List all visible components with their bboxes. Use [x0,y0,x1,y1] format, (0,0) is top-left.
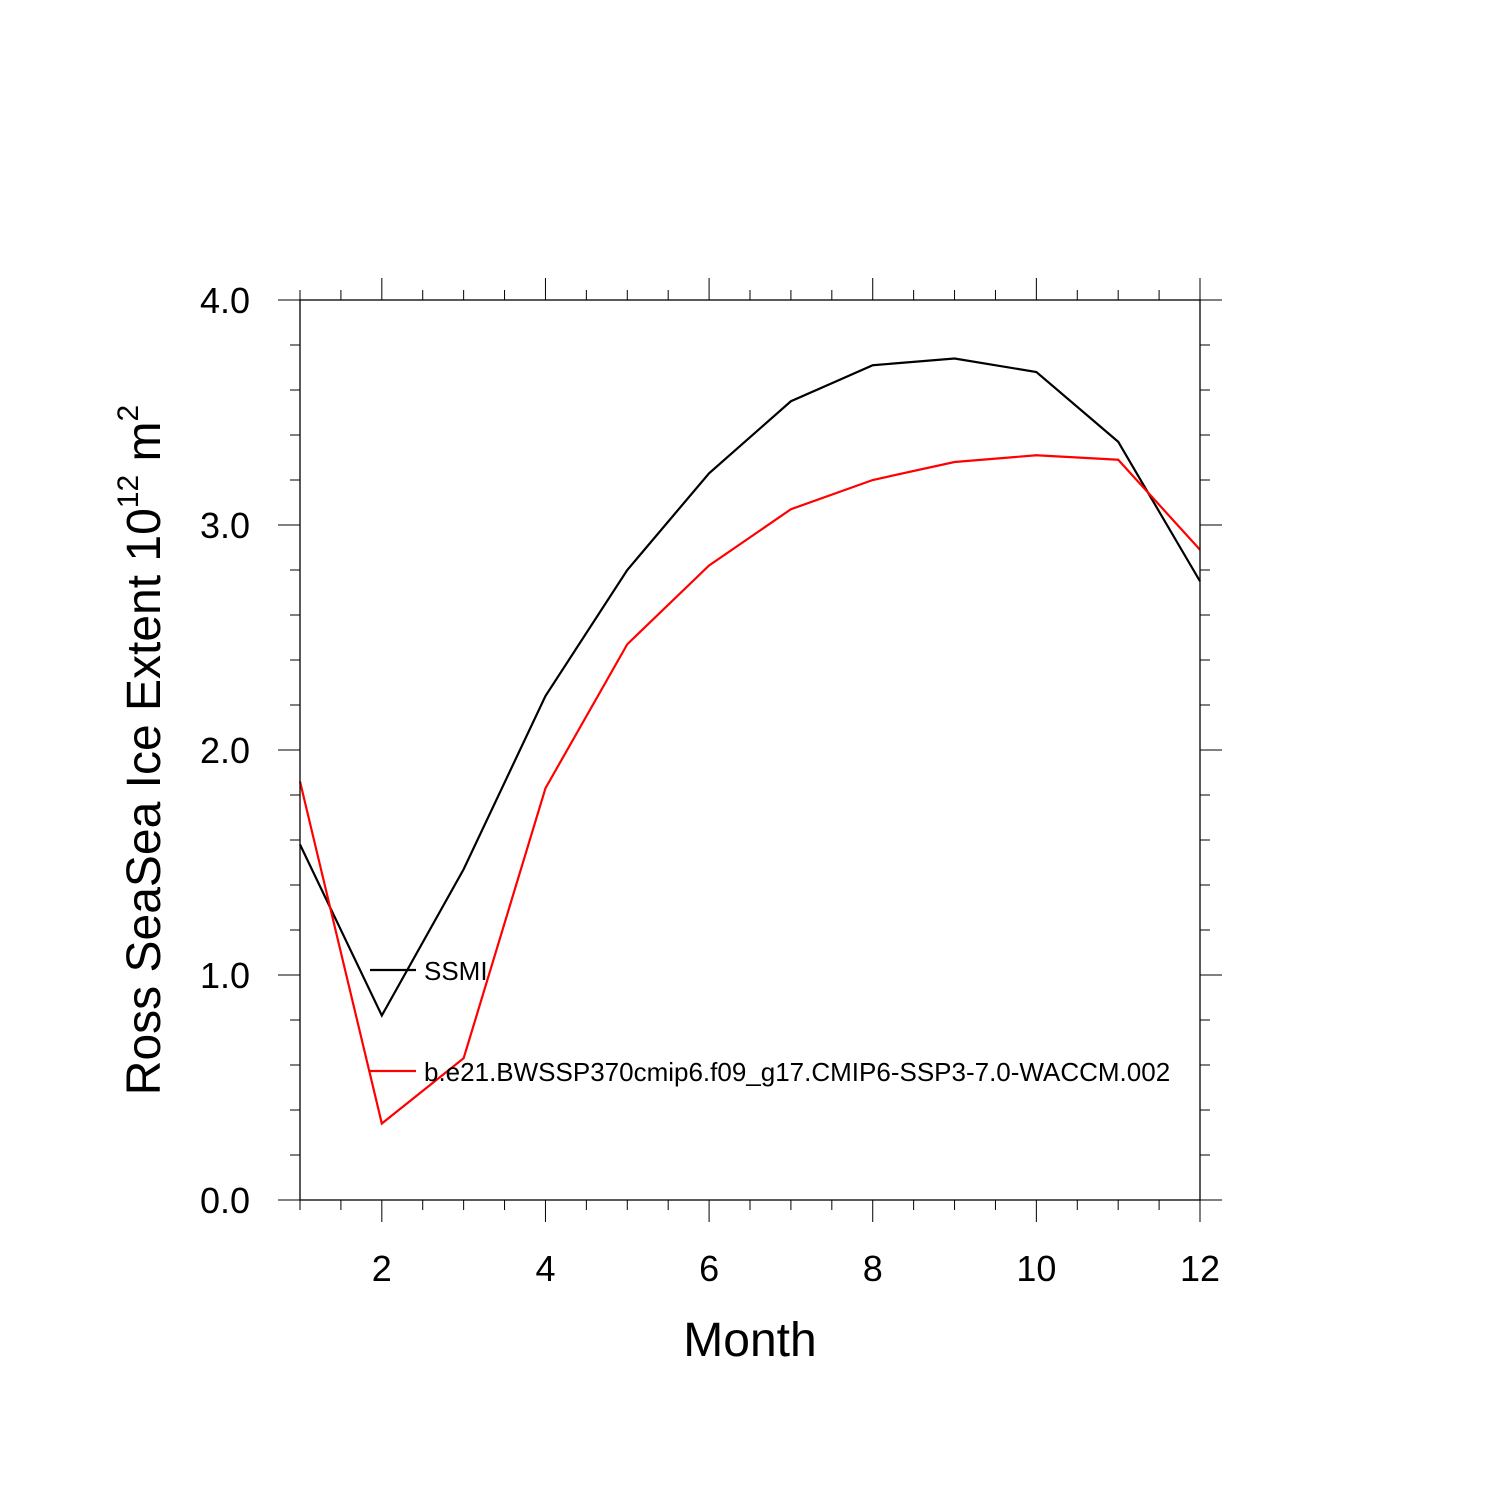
axis-ticks [278,278,1222,1222]
legend-label: b.e21.BWSSP370cmip6.f09_g17.CMIP6-SSP3-7… [424,1057,1170,1087]
plot-frame [299,299,1201,1201]
legend-label: SSMI [424,956,488,986]
y-axis-title-text: Ross SeaSea Ice Extent 10 [118,508,171,1095]
x-tick-label: 10 [1016,1248,1056,1289]
y-tick-label: 0.0 [200,1180,250,1221]
y-axis-title: Ross SeaSea Ice Extent 1012 m2 [112,405,171,1095]
y-tick-label: 3.0 [200,505,250,546]
legend: SSMI b.e21.BWSSP370cmip6.f09_g17.CMIP6-SS… [370,956,1170,1087]
x-tick-label: 6 [699,1248,719,1289]
y-tick-label: 2.0 [200,730,250,771]
x-tick-label: 8 [863,1248,883,1289]
series-lines [298,357,1201,1126]
y-tick-label: 4.0 [200,280,250,321]
x-tick-label: 4 [535,1248,555,1289]
y-tick-labels: 0.0 1.0 2.0 3.0 4.0 [200,280,250,1221]
y-axis-title-unit: m [118,421,171,474]
x-axis-title: Month [683,1314,816,1367]
y-axis-title-unit-exponent: 2 [112,405,145,422]
y-axis-title-exponent: 12 [112,475,145,508]
series-line-model [298,454,1201,1126]
x-tick-labels: 2 4 6 8 10 12 [372,1248,1220,1289]
x-tick-label: 2 [372,1248,392,1289]
series-line-ssmi [299,357,1201,1018]
x-tick-label: 12 [1180,1248,1220,1289]
y-tick-label: 1.0 [200,955,250,996]
